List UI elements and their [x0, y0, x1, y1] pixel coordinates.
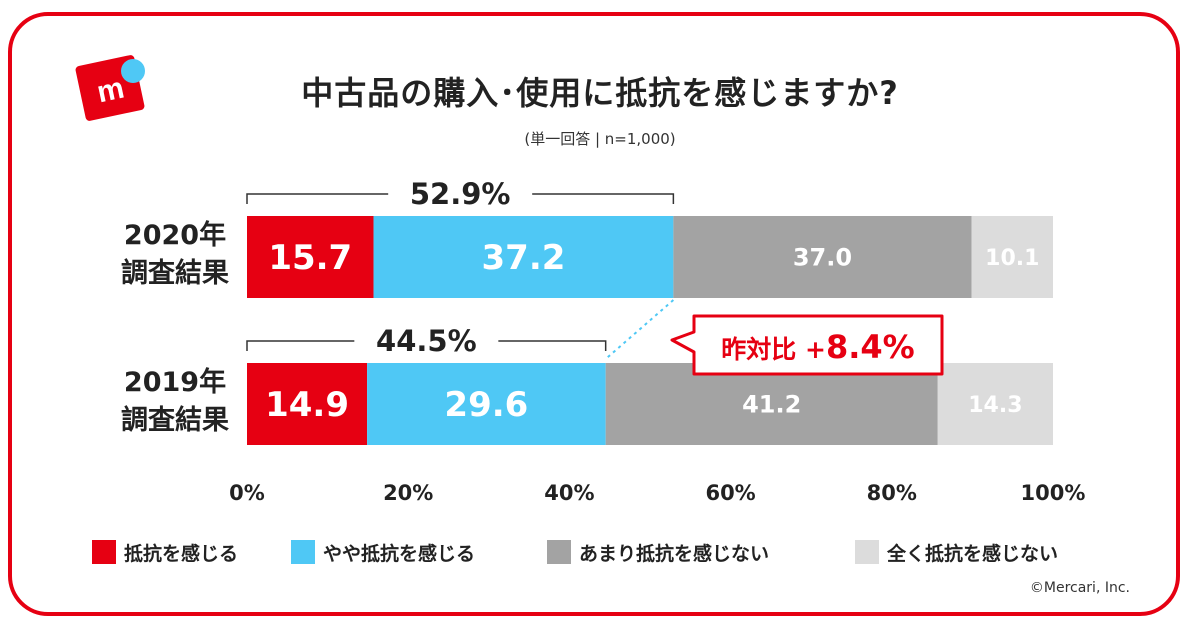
x-tick-label: 80%: [867, 481, 917, 505]
legend-swatch: [547, 540, 571, 564]
comparison-callout-box: [670, 314, 944, 376]
bar-segment: [367, 363, 606, 445]
data-label: 14.9: [265, 385, 349, 425]
bar-segment: [247, 363, 368, 445]
chart-title: 中古品の購入･使用に抵抗を感じますか?: [301, 74, 899, 112]
copyright-text: ©Mercari, Inc.: [1029, 580, 1130, 596]
bracket-right: [532, 193, 675, 204]
data-label: 14.3: [968, 393, 1022, 418]
data-label: 15.7: [268, 238, 352, 278]
comparison-prefix: 昨対比 +: [721, 335, 826, 364]
chart-subtitle: (単一回答 | n=1,000): [524, 130, 676, 148]
legend-swatch: [291, 540, 315, 564]
logo-dot: [121, 59, 145, 83]
mercari-logo-icon: m: [75, 55, 145, 121]
comparison-value: 8.4%: [826, 328, 915, 366]
bar-segment: [971, 216, 1053, 298]
data-label: 10.1: [985, 246, 1039, 271]
category-label-0: 2020年調査結果: [121, 219, 229, 289]
x-tick-label: 40%: [544, 481, 594, 505]
bracket-left: [246, 193, 389, 204]
bracket-total-label: 44.5%: [376, 324, 477, 358]
bar-segment: [247, 216, 374, 298]
legend-swatch: [92, 540, 116, 564]
legend-label: あまり抵抗を感じない: [579, 542, 769, 565]
data-label: 41.2: [742, 391, 801, 419]
legend-label: 全く抵抗を感じない: [886, 542, 1058, 565]
legend-swatch: [855, 540, 879, 564]
chart-frame: [8, 12, 1180, 616]
bracket-total-label: 52.9%: [410, 177, 511, 211]
x-tick-label: 60%: [705, 481, 755, 505]
data-label: 37.0: [793, 244, 852, 272]
category-label-1: 2019年調査結果: [121, 366, 229, 436]
legend-label: やや抵抗を感じる: [323, 542, 475, 565]
data-label: 37.2: [482, 238, 566, 278]
bar-segment: [605, 363, 938, 445]
x-tick-label: 20%: [383, 481, 433, 505]
data-label: 29.6: [444, 385, 528, 425]
bar-segment: [673, 216, 972, 298]
bracket-left: [246, 340, 355, 351]
x-tick-label: 100%: [1021, 481, 1086, 505]
comparison-connector: [605, 299, 675, 360]
comparison-callout-text: 昨対比 +8.4%: [721, 328, 914, 366]
legend-label: 抵抗を感じる: [124, 542, 238, 565]
bar-segment: [373, 216, 674, 298]
bracket-right: [498, 340, 607, 351]
x-tick-label: 0%: [229, 481, 265, 505]
bar-segment: [937, 363, 1053, 445]
